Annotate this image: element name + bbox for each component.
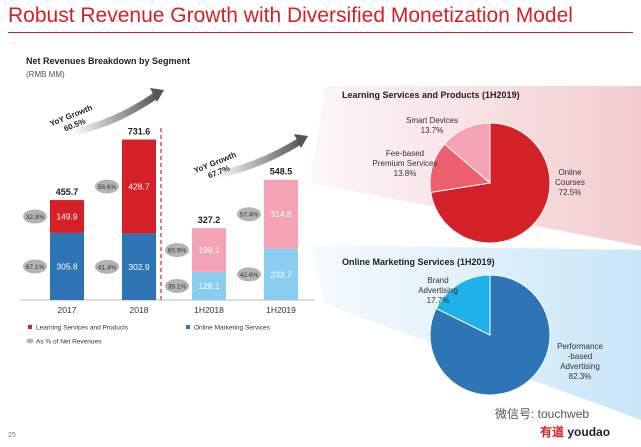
bar-total-label: 731.6 [128, 127, 151, 137]
bar-value-label: 302.9 [128, 262, 150, 272]
bar-chart-unit: (RMB MM) [26, 70, 65, 79]
pct-label: 60.9% [168, 248, 187, 255]
bar-total-label: 548.5 [270, 167, 293, 177]
pie-slice [435, 274, 491, 336]
bar-value-label: 305.8 [56, 261, 78, 271]
pie-label-fee-based: 13.8% [394, 169, 417, 178]
pie-slice [429, 143, 492, 193]
growth-arrow [71, 91, 161, 136]
bar-value-label: 149.9 [56, 212, 78, 222]
pie-label-fee-based: Premium Services [373, 159, 438, 168]
bar-value-label: 199.1 [198, 245, 220, 255]
pct-label: 39.1% [168, 283, 187, 290]
pct-bubble [23, 259, 47, 274]
x-tick-label: 1H2019 [266, 305, 296, 315]
pie-label-online-courses: Online [558, 168, 582, 177]
bar-total-label: 327.2 [198, 215, 221, 225]
growth-arrow [214, 137, 304, 179]
pct-label: 57.4% [240, 212, 259, 219]
bar-value-label: 233.7 [270, 269, 292, 279]
pct-bubble [95, 259, 119, 274]
legend-swatch-marketing [186, 325, 190, 329]
growth-arrow-head [294, 134, 308, 148]
pie-title-learning: Learning Services and Products (1H2019) [342, 90, 520, 100]
pie-label-brand: Advertising [418, 286, 458, 295]
legend-marketing: Online Marketing Services [194, 325, 271, 332]
pie-label-performance: 82.3% [569, 372, 592, 381]
pct-bubble [237, 207, 261, 222]
pct-label: 32.9% [26, 214, 45, 221]
bar-marketing [192, 271, 226, 300]
bar-value-label: 128.1 [198, 281, 220, 291]
x-tick-label: 2018 [130, 305, 149, 315]
legend-learning: Learning Services and Products [36, 325, 129, 332]
pct-label: 67.1% [26, 264, 45, 271]
pct-label: 42.6% [240, 272, 259, 279]
logo-en: youdao [567, 425, 611, 439]
youdao-logo: 有道 youdao [540, 423, 610, 440]
pie-label-online-courses: 72.5% [559, 188, 582, 197]
pie-label-brand: Brand [427, 276, 448, 285]
bar-total-label: 455.7 [56, 187, 79, 197]
bar-value-label: 314.8 [270, 209, 292, 219]
pct-label: 58.6% [98, 184, 117, 191]
pct-bubble [23, 209, 47, 224]
legend-swatch-learning [28, 325, 32, 329]
bar-learning [264, 179, 298, 249]
pie-label-smart-devices: 13.7% [421, 126, 444, 135]
page-number: 25 [8, 432, 16, 439]
pie-label-smart-devices: Smart Devices [406, 116, 458, 125]
pct-bubble [165, 243, 189, 258]
pie-slice [443, 122, 491, 185]
pct-bubble [95, 179, 119, 194]
pct-label: 41.4% [98, 264, 117, 271]
bar-marketing [122, 233, 156, 300]
pie-label-performance: -based [568, 352, 592, 361]
legend-pct: As % of Net Revenues [36, 339, 102, 346]
x-tick-label: 1H2018 [194, 305, 224, 315]
bar-learning [192, 228, 226, 272]
bar-learning [50, 200, 84, 233]
pie-label-performance: Performance [557, 342, 603, 351]
bar-marketing [50, 232, 84, 300]
title-divider [8, 32, 633, 33]
pie-label-brand: 17.7% [427, 296, 450, 305]
bar-chart-title: Net Revenues Breakdown by Segment [26, 56, 191, 66]
bar-marketing [264, 248, 298, 300]
pie-label-fee-based: Fee-based [386, 149, 424, 158]
growth-arrow-head [150, 88, 164, 102]
legend-swatch-pct [26, 338, 34, 344]
pie-label-online-courses: Courses [555, 178, 585, 187]
logo-cn: 有道 [540, 425, 565, 439]
pie-label-performance: Advertising [560, 362, 600, 371]
slide-title: Robust Revenue Growth with Diversified M… [8, 4, 573, 27]
bar-value-label: 428.7 [128, 182, 150, 192]
pct-bubble [165, 278, 189, 293]
pct-bubble [237, 267, 261, 282]
watermark: 微信号: touchweb [495, 407, 590, 421]
pie-title-marketing: Online Marketing Services (1H2019) [342, 257, 495, 267]
x-tick-label: 2017 [58, 305, 77, 315]
bar-learning [122, 139, 156, 234]
